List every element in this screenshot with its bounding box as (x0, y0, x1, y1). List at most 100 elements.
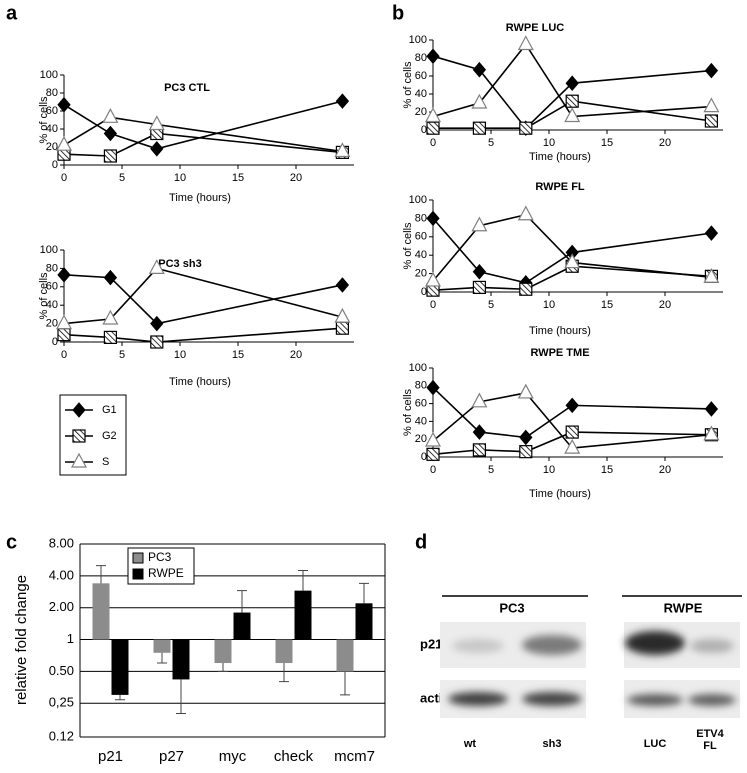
bar (294, 590, 312, 640)
x-tick-label: 15 (601, 299, 613, 311)
y-tick-label: 80 (415, 212, 427, 224)
bar (172, 639, 190, 680)
x-tick-label: 0 (430, 464, 436, 476)
x-tick-label: 10 (174, 349, 186, 361)
y-tick-label: 4.00 (49, 567, 74, 582)
bar (153, 639, 171, 653)
series-line (63, 267, 343, 325)
marker-triangle (471, 216, 488, 232)
band (627, 694, 683, 706)
panel-label: d (415, 531, 427, 553)
marker-square (57, 328, 71, 342)
y-tick-label: 20 (46, 318, 58, 330)
chart-title: RWPE FL (535, 181, 585, 193)
legend-label: S (102, 456, 109, 468)
marker-triangle (564, 438, 581, 454)
y-tick-label: 100 (409, 362, 427, 374)
series-line (63, 132, 343, 157)
marker-diamond (704, 62, 719, 79)
marker-triangle (148, 115, 165, 131)
marker-diamond (335, 93, 350, 109)
x-tick-label: 20 (659, 299, 671, 311)
marker-square (704, 114, 719, 128)
marker-square (519, 282, 533, 296)
y-tick-label: 40 (415, 249, 427, 261)
bar (275, 639, 293, 664)
bar (111, 639, 129, 695)
x-tick-label: 5 (119, 349, 125, 361)
marker-diamond (150, 141, 164, 157)
x-tick-label: check (274, 748, 314, 765)
marker-square (472, 280, 486, 294)
bar (92, 583, 110, 640)
x-tick-label: 5 (488, 137, 494, 149)
error-bar (176, 679, 186, 715)
error-bar (359, 582, 369, 604)
legend-label: RWPE (148, 566, 184, 580)
x-tick-label: 15 (601, 137, 613, 149)
y-tick-label: 60 (415, 231, 427, 243)
x-tick-label: 5 (488, 299, 494, 311)
marker-triangle (102, 309, 119, 325)
panel-label: a (6, 2, 18, 24)
blot-group: PC3 (499, 600, 524, 615)
y-tick-label: 20 (415, 106, 427, 118)
error-bar (237, 590, 247, 613)
y-tick-label: 0.12 (49, 728, 74, 743)
marker-triangle (55, 135, 73, 151)
band (452, 639, 504, 653)
marker-square (519, 445, 533, 459)
x-tick-label: 0 (430, 137, 436, 149)
x-tick-label: 10 (174, 172, 186, 184)
marker-triangle (517, 383, 534, 399)
x-tick-label: 15 (601, 464, 613, 476)
band (625, 631, 685, 655)
marker-triangle (517, 205, 534, 221)
marker-diamond (426, 48, 440, 64)
y-tick-label: 0 (421, 286, 427, 298)
marker-square (426, 447, 440, 461)
marker-diamond (150, 315, 164, 332)
y-axis-label: % of cells (38, 272, 50, 320)
x-tick-label: 5 (119, 172, 125, 184)
chart-title: PC3 sh3 (158, 258, 201, 270)
x-tick-label: 15 (232, 349, 244, 361)
y-tick-label: 80 (46, 262, 58, 274)
x-tick-label: 0 (61, 172, 67, 184)
bar (214, 639, 232, 664)
x-tick-label: 20 (659, 137, 671, 149)
marker-triangle (424, 271, 442, 287)
marker-diamond (426, 210, 440, 227)
panel-label: c (6, 531, 17, 553)
band (688, 694, 736, 706)
x-tick-label: 20 (659, 464, 671, 476)
x-tick-label: myc (219, 748, 247, 765)
y-tick-label: 0 (421, 124, 427, 136)
marker-square (103, 330, 118, 344)
band (522, 692, 582, 706)
marker-triangle (424, 431, 442, 447)
marker-diamond (426, 379, 440, 396)
marker-diamond (472, 424, 487, 440)
marker-diamond (103, 269, 118, 286)
legend-label: PC3 (148, 550, 172, 564)
y-tick-label: 40 (46, 123, 58, 135)
series-line (63, 100, 343, 150)
error-bar (298, 569, 308, 591)
marker-square (565, 425, 579, 439)
x-tick-label: 5 (488, 464, 494, 476)
x-tick-label: 10 (543, 464, 555, 476)
x-axis-label: Time (hours) (529, 488, 591, 500)
marker-square (335, 321, 349, 335)
legend-marker (70, 452, 88, 468)
legend-swatch (132, 568, 144, 580)
x-tick-label: 20 (290, 349, 302, 361)
marker-triangle (334, 142, 351, 158)
marker-triangle (102, 108, 119, 123)
y-tick-label: 0,25 (49, 695, 74, 710)
series-line (63, 274, 343, 325)
marker-diamond (565, 75, 579, 91)
western-blot: PC3 RWPE p21 actin (420, 595, 742, 718)
